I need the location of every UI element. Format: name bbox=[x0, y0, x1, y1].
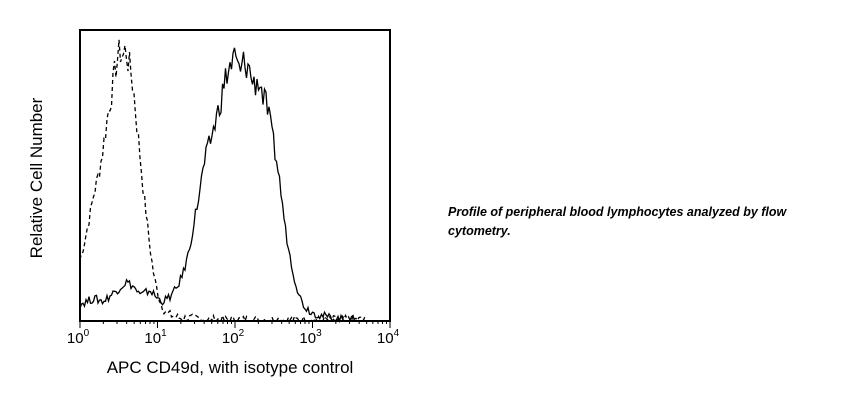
x-tick-base: 10 bbox=[299, 330, 316, 347]
x-tick-base: 10 bbox=[67, 330, 84, 347]
x-tick-exponent: 2 bbox=[239, 328, 245, 339]
x-tick-label: 103 bbox=[299, 328, 322, 347]
x-tick-exponent: 3 bbox=[316, 328, 322, 339]
x-tick-exponent: 4 bbox=[394, 328, 400, 339]
x-axis-title: APC CD49d, with isotype control bbox=[107, 358, 354, 377]
x-tick-base: 10 bbox=[222, 330, 239, 347]
plot-frame bbox=[79, 29, 391, 322]
x-tick-label: 100 bbox=[67, 328, 90, 347]
x-tick-base: 10 bbox=[377, 330, 394, 347]
cd49d-curve bbox=[79, 47, 356, 324]
y-axis-title: Relative Cell Number bbox=[27, 97, 46, 258]
x-tick-label: 104 bbox=[377, 328, 400, 347]
x-tick-base: 10 bbox=[144, 330, 161, 347]
figure-caption: Profile of peripheral blood lymphocytes … bbox=[448, 205, 787, 238]
x-tick-label: 102 bbox=[222, 328, 245, 347]
x-tick-exponent: 0 bbox=[84, 328, 90, 339]
x-tick-label: 101 bbox=[144, 328, 167, 347]
isotype-control-curve bbox=[79, 39, 367, 323]
x-tick-exponent: 1 bbox=[161, 328, 167, 339]
